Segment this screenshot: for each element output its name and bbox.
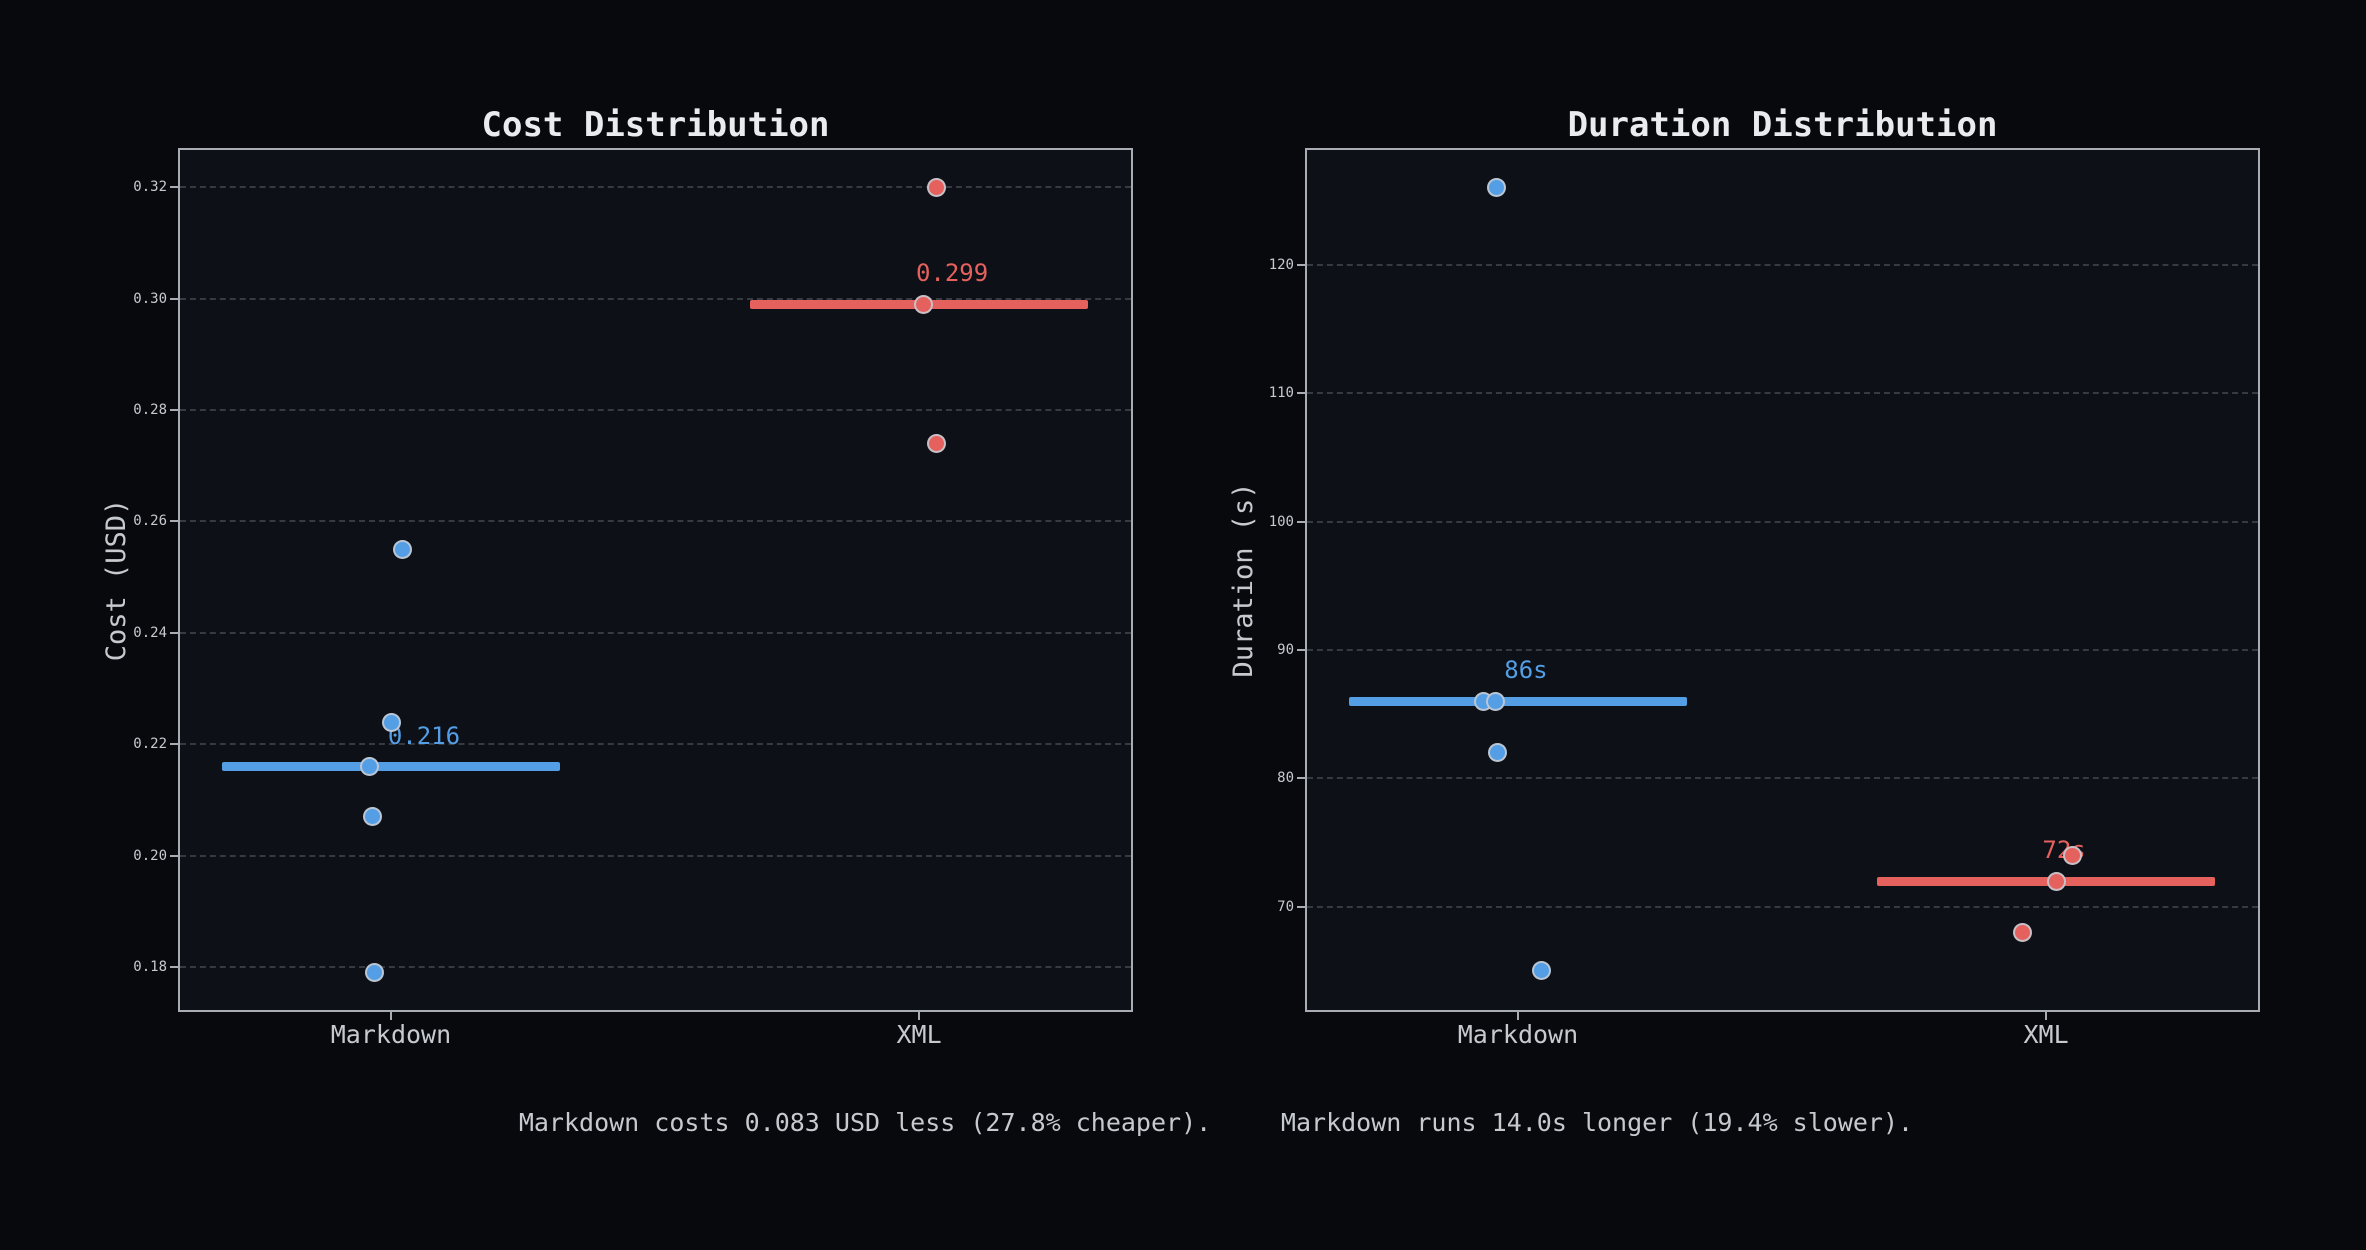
gridline bbox=[180, 966, 1131, 969]
markdown-data-point bbox=[360, 757, 380, 777]
y-tick-label: 0.26 bbox=[133, 513, 167, 530]
y-tick-label: 100 bbox=[1268, 513, 1294, 530]
y-tick-label: 0.28 bbox=[133, 401, 167, 418]
y-tick-label: 0.20 bbox=[133, 847, 167, 864]
gridline bbox=[1307, 263, 2258, 266]
x-tick-mark bbox=[918, 1012, 921, 1020]
gridline bbox=[1307, 648, 2258, 651]
y-tick-mark bbox=[170, 520, 178, 523]
y-tick-mark bbox=[170, 631, 178, 634]
markdown-median-line bbox=[221, 762, 560, 772]
markdown-median-value-label: 86s bbox=[1504, 656, 1548, 685]
xml-median-value-label: 0.299 bbox=[915, 259, 989, 288]
gridline bbox=[1307, 520, 2258, 523]
y-tick-mark bbox=[1297, 777, 1305, 780]
y-tick-label: 80 bbox=[1277, 770, 1294, 787]
xml-data-point bbox=[2046, 871, 2066, 891]
y-tick-label: 0.32 bbox=[133, 179, 167, 196]
gridline bbox=[1307, 392, 2258, 395]
y-tick-label: 90 bbox=[1277, 641, 1294, 658]
cost-distribution-y-axis-label: Cost (USD) bbox=[101, 498, 132, 662]
xml-median-line bbox=[1877, 876, 2216, 886]
gridline bbox=[1307, 777, 2258, 780]
gridline bbox=[180, 631, 1131, 634]
y-tick-label: 70 bbox=[1277, 898, 1294, 915]
x-tick-label-markdown: Markdown bbox=[330, 1020, 452, 1049]
cost-distribution-title: Cost Distribution bbox=[481, 105, 830, 145]
gridline bbox=[180, 186, 1131, 189]
xml-data-point bbox=[913, 294, 933, 314]
cost-distribution-plot-area bbox=[178, 148, 1133, 1012]
y-tick-mark bbox=[170, 297, 178, 300]
x-tick-mark bbox=[1516, 1012, 1519, 1020]
gridline bbox=[180, 520, 1131, 523]
xml-data-point bbox=[926, 433, 946, 453]
y-tick-mark bbox=[1297, 520, 1305, 523]
xml-data-point bbox=[2062, 845, 2082, 865]
y-tick-mark bbox=[170, 966, 178, 969]
xml-data-point bbox=[2012, 922, 2032, 942]
markdown-data-point bbox=[382, 712, 402, 732]
y-tick-label: 0.22 bbox=[133, 736, 167, 753]
y-tick-label: 0.24 bbox=[133, 624, 167, 641]
markdown-data-point bbox=[1532, 961, 1552, 981]
markdown-data-point bbox=[393, 539, 413, 559]
x-tick-mark bbox=[2045, 1012, 2048, 1020]
markdown-data-point bbox=[1487, 178, 1507, 198]
x-tick-label-markdown: Markdown bbox=[1457, 1020, 1579, 1049]
y-tick-mark bbox=[170, 408, 178, 411]
y-tick-mark bbox=[1297, 392, 1305, 395]
y-tick-label: 0.30 bbox=[133, 290, 167, 307]
y-tick-mark bbox=[1297, 648, 1305, 651]
y-tick-mark bbox=[1297, 905, 1305, 908]
duration-distribution-title: Duration Distribution bbox=[1567, 105, 1998, 145]
y-tick-mark bbox=[170, 186, 178, 189]
y-tick-mark bbox=[170, 743, 178, 746]
y-tick-mark bbox=[1297, 263, 1305, 266]
x-tick-label-xml: XML bbox=[2023, 1020, 2069, 1049]
gridline bbox=[180, 297, 1131, 300]
gridline bbox=[180, 408, 1131, 411]
gridline bbox=[1307, 905, 2258, 908]
markdown-data-point bbox=[1486, 691, 1506, 711]
x-tick-mark bbox=[389, 1012, 392, 1020]
y-tick-label: 120 bbox=[1268, 256, 1294, 273]
markdown-median-line bbox=[1348, 696, 1687, 706]
duration-comparison-caption: Markdown runs 14.0s longer (19.4% slower… bbox=[1280, 1108, 1914, 1137]
cost-comparison-caption: Markdown costs 0.083 USD less (27.8% che… bbox=[518, 1108, 1212, 1137]
xml-data-point bbox=[926, 177, 946, 197]
x-tick-label-xml: XML bbox=[896, 1020, 942, 1049]
gridline bbox=[180, 743, 1131, 746]
gridline bbox=[180, 854, 1131, 857]
duration-distribution-plot-area bbox=[1305, 148, 2260, 1012]
y-tick-label: 0.18 bbox=[133, 959, 167, 976]
markdown-data-point bbox=[365, 963, 385, 983]
markdown-data-point bbox=[363, 807, 383, 827]
duration-distribution-y-axis-label: Duration (s) bbox=[1228, 482, 1259, 678]
markdown-data-point bbox=[1488, 743, 1508, 763]
y-tick-label: 110 bbox=[1268, 385, 1294, 402]
y-tick-mark bbox=[170, 854, 178, 857]
